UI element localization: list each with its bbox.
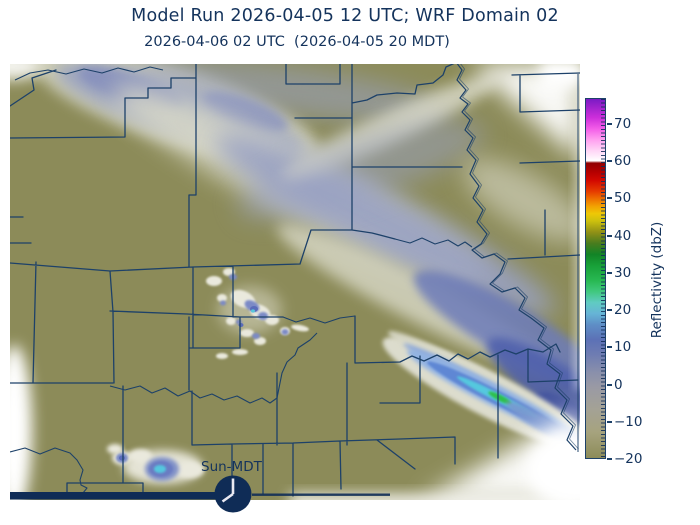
colorbar-tick-label: 40 <box>614 227 632 244</box>
colorbar-major-tick <box>607 123 612 126</box>
intense-band-southeast <box>382 331 580 453</box>
colorbar-tick-label: −20 <box>614 451 643 467</box>
colorbar-tick-label: 0 <box>614 376 623 393</box>
colorbar-minor-ticks <box>601 99 605 458</box>
domain-bottom-bar <box>10 492 390 500</box>
colorbar-major-tick <box>607 271 612 274</box>
rivers <box>10 66 473 494</box>
colorbar-major-tick <box>607 160 612 163</box>
county-boundaries <box>10 64 580 497</box>
colorbar-tick-label: 50 <box>614 190 632 207</box>
colorbar-tick-label: 70 <box>614 116 632 133</box>
colorbar-major-tick <box>607 458 612 460</box>
colorbar-major-tick <box>607 420 612 423</box>
reflectivity-colorbar <box>585 98 606 459</box>
cell-southwest <box>107 444 204 484</box>
colorbar-tick-label: 10 <box>614 339 632 356</box>
clock-icon <box>214 475 252 513</box>
colorbar-tick-label: 20 <box>614 302 632 319</box>
missouri-river <box>456 64 579 451</box>
colorbar-major-tick <box>607 309 612 312</box>
colorbar-major-tick <box>607 197 612 200</box>
colorbar-major-tick <box>607 383 612 386</box>
figure-title: Model Run 2026-04-05 12 UTC; WRF Domain … <box>131 6 559 26</box>
colorbar-major-tick <box>607 234 612 237</box>
valid-time-subtitle: 2026-04-06 02 UTC (2026-04-05 20 MDT) <box>144 34 450 50</box>
colorbar-axis-label: Reflectivity (dbZ) <box>649 221 665 339</box>
weak-echo-bands <box>31 64 580 448</box>
colorbar-tick-label: 30 <box>614 264 632 281</box>
clock-timezone-label: Sun-MDT <box>201 459 262 475</box>
map-canvas <box>10 64 580 500</box>
colorbar-tick-label: −10 <box>614 413 643 430</box>
colorbar-major-tick <box>607 346 612 349</box>
colorbar-tick-label: 60 <box>614 153 632 170</box>
